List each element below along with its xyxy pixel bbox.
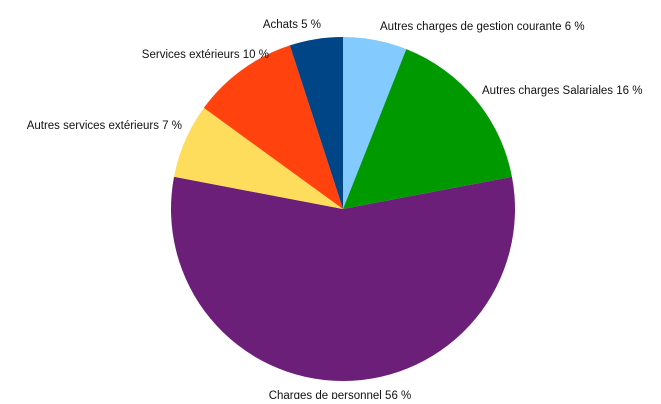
slice-label: Services extérieurs 10 % <box>142 49 269 61</box>
pie-slices <box>171 37 515 382</box>
pie-slice-services-ext-rieurs <box>203 45 343 209</box>
slice-label: Autres services extérieurs 7 % <box>27 120 182 132</box>
pie-slice-autres-charges-de-gestion-courante <box>343 37 407 209</box>
slice-label: Charges de personnel 56 % <box>269 390 412 399</box>
pie-slice-autres-charges-salariales <box>343 49 512 209</box>
pie-slice-autres-services-ext-rieurs <box>174 107 343 209</box>
pie-slice-achats <box>289 37 343 209</box>
slice-label: Achats 5 % <box>263 19 321 31</box>
slice-label: Autres charges Salariales 16 % <box>482 85 642 97</box>
slice-label: Autres charges de gestion courante 6 % <box>380 21 585 33</box>
pie-slice-charges-de-personnel <box>171 176 515 382</box>
